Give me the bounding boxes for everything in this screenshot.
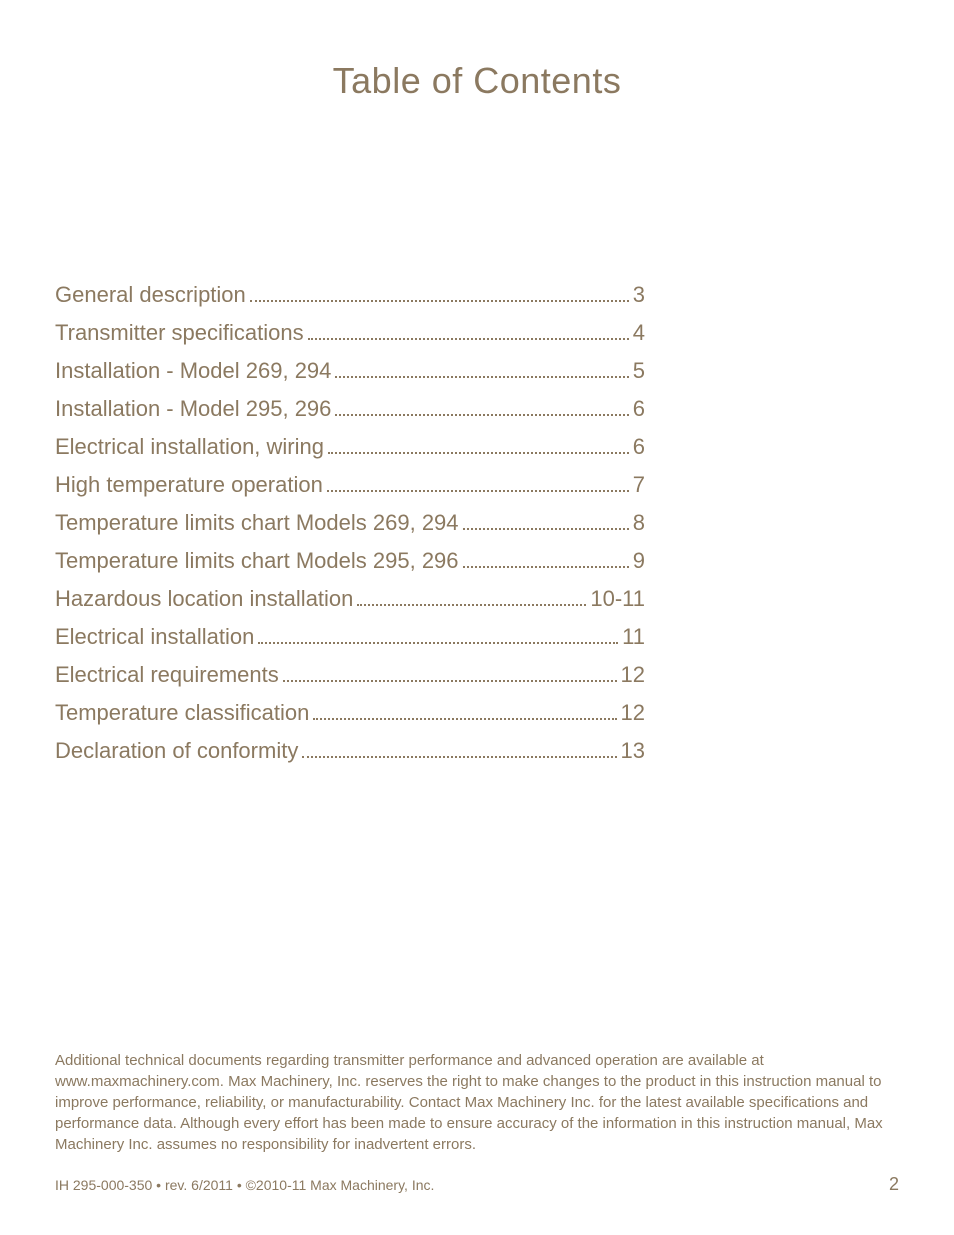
toc-label: Installation - Model 269, 294 xyxy=(55,358,331,384)
toc-page: 5 xyxy=(633,358,645,384)
toc-page: 10-11 xyxy=(590,586,645,612)
toc-entry: Hazardous location installation 10-11 xyxy=(55,586,645,612)
toc-entry: Electrical installation 11 xyxy=(55,624,645,650)
footer-document-info: IH 295-000-350 • rev. 6/2011 • ©2010-11 … xyxy=(55,1177,434,1193)
toc-leader xyxy=(327,490,629,492)
toc-page: 3 xyxy=(633,282,645,308)
toc-entry: Temperature limits chart Models 295, 296… xyxy=(55,548,645,574)
toc-entry: Temperature classification 12 xyxy=(55,700,645,726)
toc-entry: Installation - Model 269, 294 5 xyxy=(55,358,645,384)
toc-page: 11 xyxy=(622,624,645,650)
toc-leader xyxy=(335,414,628,416)
toc-entry: Transmitter specifications 4 xyxy=(55,320,645,346)
toc-leader xyxy=(463,566,629,568)
toc-page: 6 xyxy=(633,434,645,460)
toc-label: Temperature classification xyxy=(55,700,309,726)
toc-leader xyxy=(335,376,628,378)
toc-label: Hazardous location installation xyxy=(55,586,353,612)
toc-page: 12 xyxy=(621,700,645,726)
table-of-contents: General description 3 Transmitter specif… xyxy=(55,282,645,764)
toc-leader xyxy=(313,718,616,720)
page-title: Table of Contents xyxy=(55,60,899,102)
page-number: 2 xyxy=(889,1174,899,1195)
toc-page: 9 xyxy=(633,548,645,574)
toc-leader xyxy=(258,642,618,644)
toc-page: 12 xyxy=(621,662,645,688)
toc-label: Transmitter specifications xyxy=(55,320,304,346)
toc-page: 7 xyxy=(633,472,645,498)
toc-entry: Electrical requirements 12 xyxy=(55,662,645,688)
toc-leader xyxy=(357,604,586,606)
toc-page: 13 xyxy=(621,738,645,764)
toc-label: High temperature operation xyxy=(55,472,323,498)
toc-leader xyxy=(463,528,629,530)
toc-entry: Installation - Model 295, 296 6 xyxy=(55,396,645,422)
toc-entry: Electrical installation, wiring 6 xyxy=(55,434,645,460)
toc-page: 8 xyxy=(633,510,645,536)
toc-leader xyxy=(283,680,617,682)
toc-label: Installation - Model 295, 296 xyxy=(55,396,331,422)
toc-label: General description xyxy=(55,282,246,308)
toc-label: Temperature limits chart Models 269, 294 xyxy=(55,510,459,536)
toc-leader xyxy=(302,756,616,758)
toc-entry: High temperature operation 7 xyxy=(55,472,645,498)
toc-entry: Temperature limits chart Models 269, 294… xyxy=(55,510,645,536)
toc-entry: General description 3 xyxy=(55,282,645,308)
toc-label: Temperature limits chart Models 295, 296 xyxy=(55,548,459,574)
toc-leader xyxy=(328,452,629,454)
toc-page: 6 xyxy=(633,396,645,422)
page-footer: IH 295-000-350 • rev. 6/2011 • ©2010-11 … xyxy=(55,1174,899,1195)
toc-label: Electrical installation xyxy=(55,624,254,650)
toc-leader xyxy=(308,338,629,340)
toc-page: 4 xyxy=(633,320,645,346)
toc-label: Declaration of conformity xyxy=(55,738,298,764)
toc-leader xyxy=(250,300,629,302)
toc-label: Electrical requirements xyxy=(55,662,279,688)
toc-entry: Declaration of conformity 13 xyxy=(55,738,645,764)
toc-label: Electrical installation, wiring xyxy=(55,434,324,460)
disclaimer-text: Additional technical documents regarding… xyxy=(55,1050,899,1155)
